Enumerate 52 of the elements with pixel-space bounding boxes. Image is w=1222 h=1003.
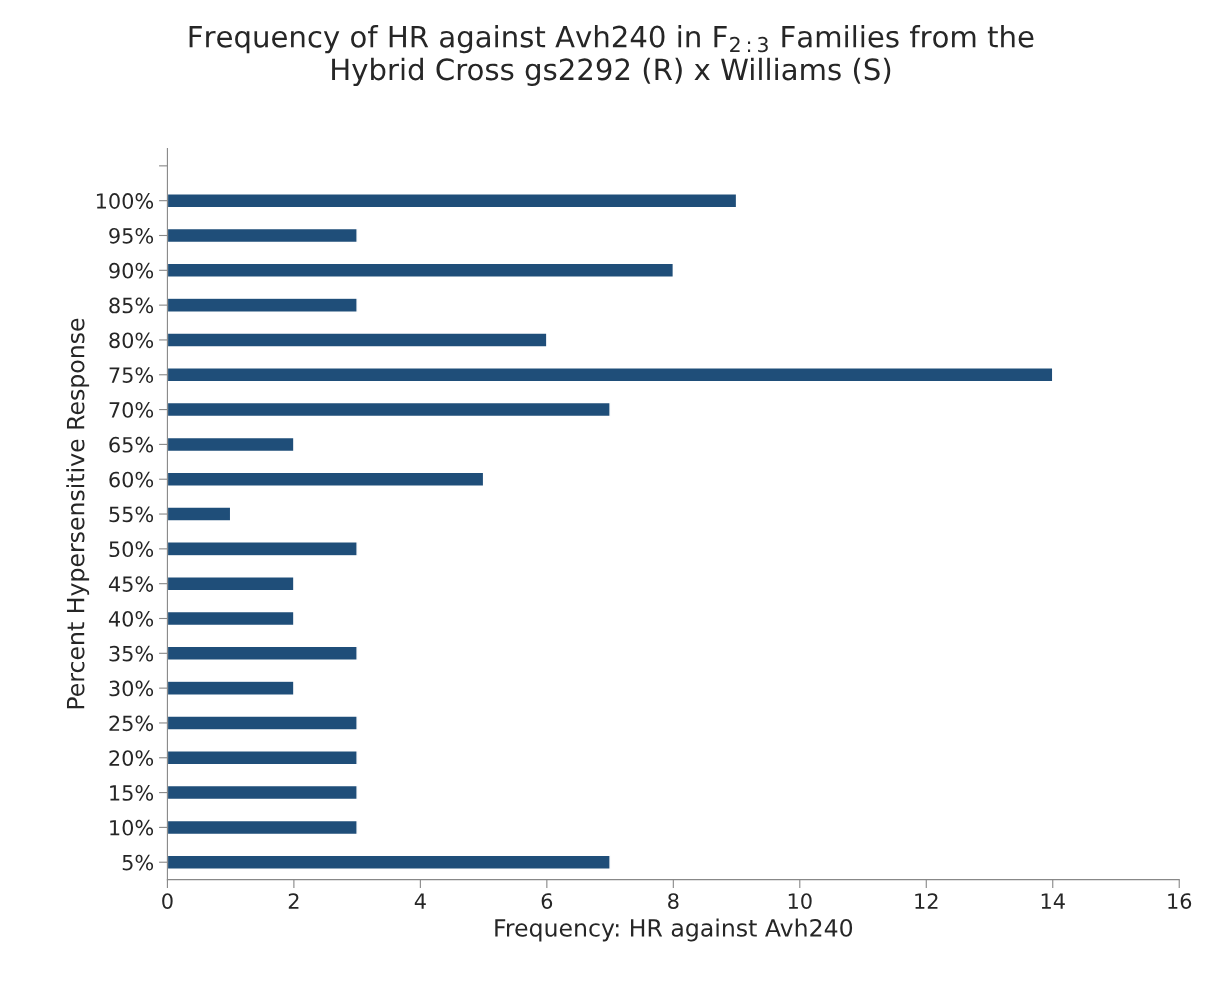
bar <box>167 854 611 870</box>
bar <box>167 715 358 731</box>
y-tick-label: 80% <box>109 332 154 349</box>
y-tick-label: 5% <box>122 854 154 871</box>
y-tick-label: 100% <box>96 193 154 209</box>
bar <box>167 401 611 418</box>
bar <box>167 610 295 627</box>
y-tick-label: 35% <box>109 645 154 662</box>
bar <box>167 436 295 453</box>
x-axis-title: Frequency: HR against Avh240 <box>495 918 853 942</box>
y-tick-label: 45% <box>108 576 154 592</box>
bar <box>167 367 1054 383</box>
x-tick-label: 4 <box>414 893 426 909</box>
x-tick-label: 8 <box>668 893 679 909</box>
bar <box>167 262 675 278</box>
y-axis-title: Percent Hypersensitive Response <box>66 318 90 709</box>
y-tick-label: 50% <box>109 541 154 558</box>
x-tick-label: 14 <box>1041 893 1065 909</box>
y-tick-label: 85% <box>109 297 154 314</box>
y-tick-label: 95% <box>109 227 154 244</box>
bar <box>167 297 358 313</box>
bar <box>167 541 358 557</box>
y-tick-label: 90% <box>109 262 154 279</box>
y-tick-label: 75% <box>109 367 154 383</box>
bar <box>167 193 738 209</box>
x-tick-label: 12 <box>915 893 938 909</box>
bar <box>167 750 358 766</box>
y-tick-label: 70% <box>109 402 154 418</box>
y-tick-label: 55% <box>109 506 154 523</box>
y-tick-label: 15% <box>110 785 154 801</box>
y-tick-label: 40% <box>108 610 154 627</box>
bar <box>167 784 358 801</box>
y-tick-label: 25% <box>109 715 154 732</box>
x-tick-label: 16 <box>1168 893 1192 909</box>
bar <box>167 819 358 836</box>
bar <box>167 227 358 244</box>
x-tick-label: 6 <box>541 893 553 909</box>
bar <box>167 471 485 487</box>
x-tick-label: 2 <box>288 893 299 909</box>
y-tick-label: 60% <box>109 471 154 488</box>
chart-title: Frequency of HR against Avh240 in F$_{2:3}$ Families from the Hybrid Cross gs2292 (R) x Williams (S) <box>189 25 1034 87</box>
y-tick-label: 30% <box>109 680 154 697</box>
y-tick-label: 65% <box>109 436 154 453</box>
bar <box>167 576 295 592</box>
bar <box>167 645 358 661</box>
y-tick-label: 10% <box>110 819 154 836</box>
bar <box>167 332 548 348</box>
y-tick-label: 20% <box>109 750 154 766</box>
bar <box>167 506 232 522</box>
bar <box>167 680 295 696</box>
x-tick-label: 10 <box>788 893 812 909</box>
x-tick-label: 0 <box>162 893 173 909</box>
